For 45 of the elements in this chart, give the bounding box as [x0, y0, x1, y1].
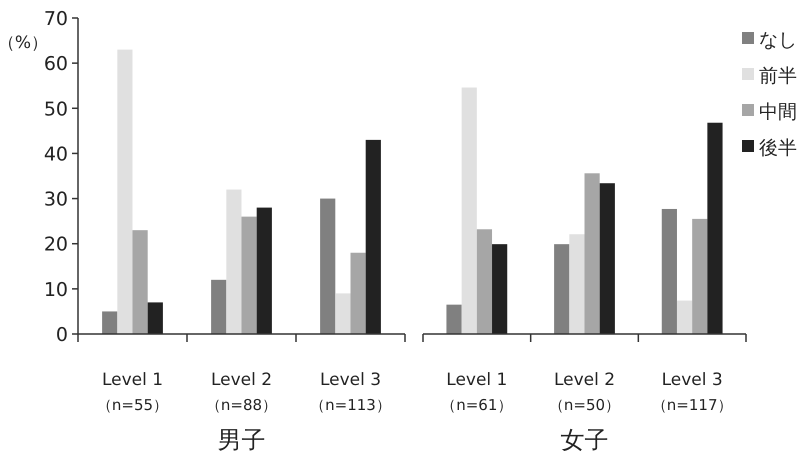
bar: [584, 173, 600, 334]
bar: [692, 218, 708, 334]
x-tick-label: Level 2 （n=50）: [548, 370, 620, 414]
bar: [366, 140, 381, 334]
y-tick-label: 40: [44, 143, 68, 166]
bar: [320, 198, 336, 334]
y-tick-label: 30: [44, 188, 68, 211]
bar: [148, 302, 163, 334]
bar: [256, 208, 272, 334]
bar: [662, 208, 677, 334]
bar: [554, 244, 570, 334]
x-tick-label: Level 2 （n=88）: [206, 370, 278, 414]
bar: [676, 300, 692, 334]
y-tick-label: 70: [44, 8, 68, 30]
bar: [132, 230, 148, 334]
legend-label: 中間: [759, 101, 797, 123]
bar: [226, 190, 242, 334]
bar: [211, 280, 226, 334]
bar: [707, 122, 723, 334]
bar: [446, 304, 462, 334]
legend-label: なし: [759, 29, 797, 51]
bar: [462, 88, 477, 334]
bar: [492, 244, 508, 334]
bar: [350, 252, 366, 334]
bar: [569, 234, 584, 334]
x-axis-title: 男子: [218, 426, 266, 454]
x-tick-label: Level 1 （n=55）: [96, 370, 168, 414]
y-tick-label: 0: [56, 324, 68, 346]
y-tick-label: 10: [44, 278, 68, 301]
bar: [242, 216, 257, 334]
y-axis-title: （%）: [0, 33, 48, 53]
y-tick-label: 60: [44, 53, 68, 76]
bar: [335, 293, 350, 334]
bar: [600, 183, 615, 334]
x-tick-label: Level 1 （n=61）: [441, 370, 512, 414]
legend-label: 後半: [759, 137, 797, 159]
x-axis-title: 女子: [560, 426, 608, 454]
bar: [117, 50, 132, 334]
bar: [476, 229, 492, 334]
x-tick-label: Level 3 （n=117）: [652, 370, 733, 414]
legend-label: 前半: [759, 65, 797, 87]
y-tick-label: 50: [44, 98, 68, 120]
y-tick-label: 20: [44, 234, 68, 256]
x-tick-label: Level 3 （n=113）: [310, 370, 391, 414]
bar: [102, 311, 118, 334]
